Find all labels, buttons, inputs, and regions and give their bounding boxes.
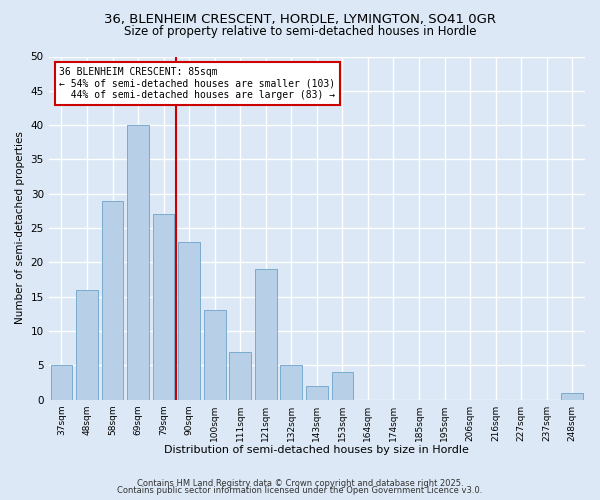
- Y-axis label: Number of semi-detached properties: Number of semi-detached properties: [15, 132, 25, 324]
- Bar: [204, 310, 226, 400]
- Bar: [562, 392, 583, 400]
- Text: Size of property relative to semi-detached houses in Hordle: Size of property relative to semi-detach…: [124, 25, 476, 38]
- Text: 36, BLENHEIM CRESCENT, HORDLE, LYMINGTON, SO41 0GR: 36, BLENHEIM CRESCENT, HORDLE, LYMINGTON…: [104, 12, 496, 26]
- Text: Contains HM Land Registry data © Crown copyright and database right 2025.: Contains HM Land Registry data © Crown c…: [137, 478, 463, 488]
- Bar: [76, 290, 98, 400]
- Text: Contains public sector information licensed under the Open Government Licence v3: Contains public sector information licen…: [118, 486, 482, 495]
- Bar: [332, 372, 353, 400]
- X-axis label: Distribution of semi-detached houses by size in Hordle: Distribution of semi-detached houses by …: [164, 445, 469, 455]
- Bar: [127, 125, 149, 400]
- Bar: [280, 366, 302, 400]
- Bar: [50, 366, 72, 400]
- Bar: [153, 214, 175, 400]
- Bar: [255, 269, 277, 400]
- Text: 36 BLENHEIM CRESCENT: 85sqm
← 54% of semi-detached houses are smaller (103)
  44: 36 BLENHEIM CRESCENT: 85sqm ← 54% of sem…: [59, 67, 335, 100]
- Bar: [229, 352, 251, 400]
- Bar: [101, 200, 124, 400]
- Bar: [178, 242, 200, 400]
- Bar: [306, 386, 328, 400]
